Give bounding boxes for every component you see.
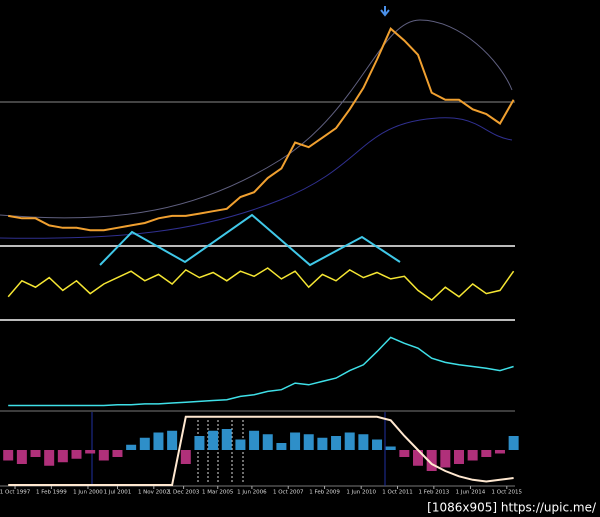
- bar: [57, 450, 68, 463]
- bar: [453, 450, 464, 464]
- bar: [494, 450, 505, 454]
- bar: [508, 436, 519, 450]
- bar: [126, 444, 137, 450]
- x-tick-label: 1 Feb 1999: [36, 490, 67, 496]
- x-tick-label: 1 Jul 2001: [104, 490, 132, 496]
- bar: [85, 450, 96, 454]
- bar: [235, 439, 246, 450]
- x-tick-label: 1 Oct 2007: [273, 490, 304, 496]
- watermark: [1086x905] https://upic.me/: [427, 501, 597, 515]
- bar: [331, 436, 342, 450]
- line: [8, 27, 515, 232]
- bar: [385, 446, 396, 450]
- bar: [413, 450, 424, 466]
- x-tick-label: 1 Mar 2005: [202, 490, 234, 496]
- bar: [180, 450, 191, 464]
- bar: [16, 450, 27, 464]
- band-upper: [0, 19, 513, 219]
- x-tick-label: 1 Feb 2013: [418, 490, 449, 496]
- bar: [139, 437, 150, 450]
- bar: [153, 432, 164, 450]
- bar: [399, 450, 410, 457]
- bar: [44, 450, 55, 466]
- bar: [481, 450, 492, 457]
- bar: [426, 450, 437, 471]
- zigzag: [99, 213, 401, 267]
- bar: [98, 450, 109, 461]
- bar: [262, 434, 273, 450]
- x-tick-label: 1 Dec 2003: [168, 490, 200, 496]
- bar: [208, 430, 219, 450]
- bar: [276, 443, 287, 450]
- bar: [317, 437, 328, 450]
- bar: [3, 450, 14, 461]
- x-tick-label: 1 Jun 2010: [346, 490, 376, 496]
- x-tick-label: 1 Nov 2002: [138, 490, 170, 496]
- watermark-box: [432, 498, 600, 517]
- x-tick-label: 1 Jun 2006: [237, 490, 267, 496]
- x-tick-label: 1 Oct 2011: [382, 490, 413, 496]
- bar: [467, 450, 478, 461]
- bar: [249, 430, 260, 450]
- bar: [358, 434, 369, 450]
- bar: [112, 450, 123, 457]
- x-tick-label: 1 Jun 2014: [456, 490, 486, 496]
- x-tick-label: 1 Jun 2000: [73, 490, 103, 496]
- bar: [344, 432, 355, 450]
- bar: [290, 432, 301, 450]
- bar: [194, 436, 205, 450]
- bar: [30, 450, 41, 457]
- line: [7, 267, 515, 301]
- line: [8, 336, 514, 407]
- bar: [167, 430, 178, 450]
- bar: [71, 450, 82, 459]
- bar: [221, 429, 232, 450]
- dashed-lines: [197, 420, 244, 484]
- x-tick-label: 1 Oct 2015: [492, 490, 523, 496]
- step-line: [8, 415, 514, 486]
- bar: [440, 450, 451, 468]
- bar: [303, 434, 314, 450]
- x-tick-label: 1 Feb 2009: [309, 490, 340, 496]
- peak-arrow: [380, 6, 390, 17]
- bar: [372, 439, 383, 450]
- x-tick-label: 1 Oct 1997: [0, 490, 31, 496]
